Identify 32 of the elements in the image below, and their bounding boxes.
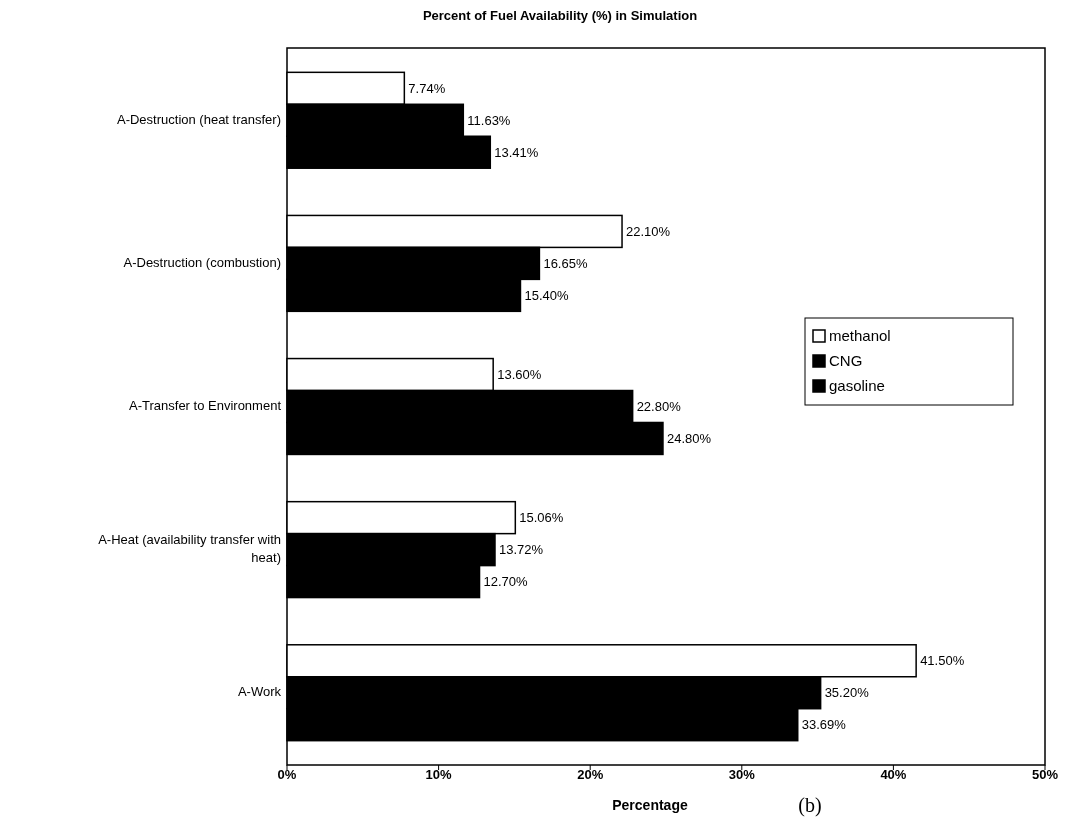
data-label: 7.74% — [408, 80, 446, 96]
data-label: 41.50% — [920, 653, 965, 669]
y-tick-label: A-Heat (availability transfer with heat) — [98, 532, 281, 566]
legend-label: methanol — [829, 327, 891, 345]
text: (b) — [798, 794, 822, 817]
x-tick-label: 20% — [577, 767, 604, 782]
data-label: 33.69% — [801, 717, 847, 733]
data-label: 22.10% — [626, 223, 671, 239]
x-tick-label: 50% — [1031, 767, 1059, 782]
x-tick-label: 0% — [277, 767, 297, 782]
legend-label: gasoline — [829, 377, 885, 395]
x-tick-label: 30% — [728, 767, 756, 782]
data-label: 13.72% — [499, 542, 544, 558]
data-label: 13.60% — [497, 367, 542, 383]
data-label: 15.06% — [519, 510, 564, 526]
chart-title: Percent of Fuel Availability (%) in Simulation — [422, 8, 698, 23]
legend-label: CNG — [829, 352, 863, 370]
y-tick-label: A-Work — [237, 684, 282, 700]
y-tick-label: A-Destruction (combustion) — [123, 254, 281, 270]
data-label: 15.40% — [524, 287, 569, 303]
x-tick-label: 40% — [880, 767, 907, 782]
data-label: 35.20% — [824, 685, 870, 701]
data-label: 13.41% — [494, 144, 539, 160]
x-axis-title: Percentage — [612, 797, 688, 813]
x-tick-label: 10% — [425, 767, 453, 782]
data-label: 22.80% — [636, 399, 682, 415]
data-label: 24.80% — [666, 431, 712, 447]
y-tick-label: A-Destruction (heat transfer) — [116, 111, 281, 127]
data-label: 12.70% — [483, 574, 529, 590]
data-label: 11.63% — [467, 112, 511, 128]
y-tick-label: A-Transfer to Environment — [129, 397, 282, 413]
data-label: 16.65% — [543, 255, 588, 271]
